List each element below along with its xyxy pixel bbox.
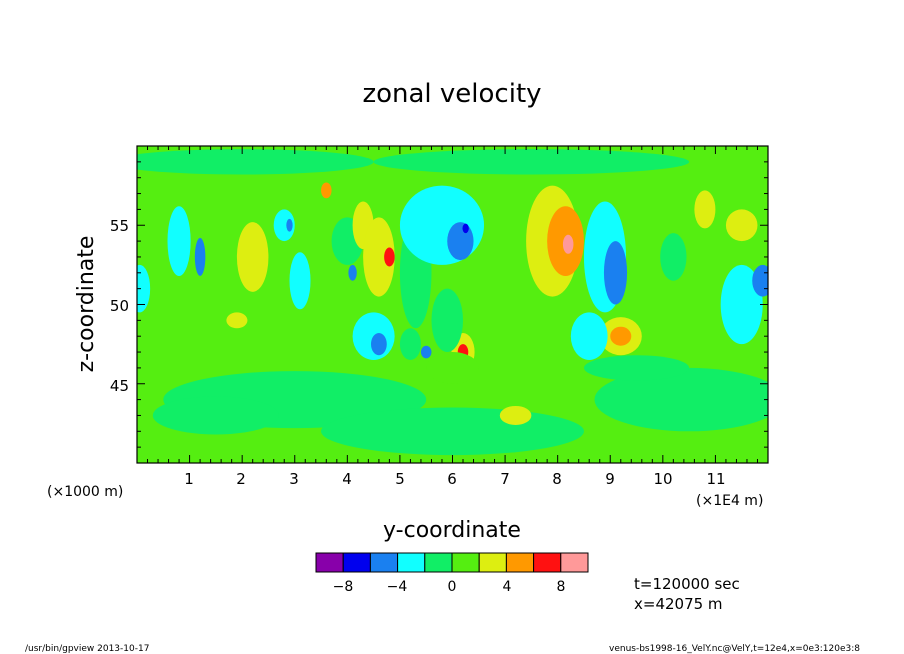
contour-region xyxy=(236,222,269,292)
contour-region xyxy=(226,312,248,329)
y-tick-label: 45 xyxy=(110,377,129,395)
colorbar-swatch xyxy=(533,552,562,573)
contour-region xyxy=(167,206,191,276)
contour-region xyxy=(399,328,421,360)
colorbar-tick-label: 0 xyxy=(448,579,457,595)
contour-region xyxy=(273,209,295,242)
x-tick-label: 6 xyxy=(447,470,457,488)
x-unit-left: (×1000 m) xyxy=(47,484,123,500)
contour-fill xyxy=(137,149,768,456)
contour-region xyxy=(499,405,532,425)
x-unit-right: (×1E4 m) xyxy=(696,493,763,509)
contour-region xyxy=(660,233,687,281)
axis-ticks xyxy=(136,145,769,464)
colorbar-swatch xyxy=(369,552,399,573)
contour-region xyxy=(462,223,469,234)
contour-region xyxy=(137,264,151,313)
x-axis-label: y-coordinate xyxy=(383,518,521,543)
contour-region xyxy=(370,333,387,356)
colorbar-tick-label: 4 xyxy=(503,579,512,595)
contour-region xyxy=(694,190,716,229)
x-tick-label: 8 xyxy=(552,470,562,488)
colorbar-swatch xyxy=(478,552,507,573)
y-tick-label: 55 xyxy=(110,217,129,235)
x-tick-label: 7 xyxy=(500,470,510,488)
colorbar-tick-label: 8 xyxy=(557,579,566,595)
colorbar-swatch xyxy=(505,552,535,573)
contour-region xyxy=(583,355,690,381)
colorbar-swatch xyxy=(315,552,344,573)
position-label: x=42075 m xyxy=(634,595,723,613)
contour-region xyxy=(152,396,279,435)
y-axis: 45 50 55 z-coordinate xyxy=(74,217,129,395)
footer-right: venus-bs1998-16_VelY.nc@VelY,t=12e4,x=0e… xyxy=(609,644,860,654)
contour-region xyxy=(137,149,374,175)
contour-region xyxy=(321,182,332,199)
x-tick-label: 3 xyxy=(289,470,299,488)
contour-region xyxy=(363,217,395,297)
contour-region xyxy=(348,264,357,281)
x-tick-label: 10 xyxy=(653,470,672,488)
plot-area xyxy=(136,145,769,464)
colorbar-tick-label: −4 xyxy=(387,579,408,595)
colorbar-swatch xyxy=(342,552,371,573)
contour-region xyxy=(752,264,768,297)
contour-region xyxy=(725,209,758,242)
colorbar-swatch xyxy=(560,552,589,573)
x-tick-label: 1 xyxy=(184,470,194,488)
contour-region xyxy=(720,264,763,345)
contour-region xyxy=(431,288,464,353)
contour-region xyxy=(426,352,479,384)
y-axis-label: z-coordinate xyxy=(74,236,99,373)
contour-region xyxy=(570,312,608,360)
contour-region xyxy=(594,367,768,432)
x-tick-label: 4 xyxy=(342,470,352,488)
x-tick-label: 5 xyxy=(395,470,405,488)
chart-title: zonal velocity xyxy=(362,79,541,109)
contour-region xyxy=(321,407,584,456)
x-tick-label: 9 xyxy=(605,470,615,488)
y-tick-label: 50 xyxy=(110,297,129,315)
contour-region xyxy=(399,185,485,265)
x-tick-label: 11 xyxy=(706,470,725,488)
contour-region xyxy=(384,247,395,267)
colorbar: −8 −4 0 4 8 xyxy=(315,552,589,595)
colorbar-swatch xyxy=(397,552,426,573)
contour-region xyxy=(610,326,632,346)
contour-region xyxy=(447,222,474,261)
colorbar-swatch xyxy=(424,552,453,573)
x-axis: 1 2 3 4 5 6 7 8 9 10 11 (×1000 m) (×1E4 … xyxy=(47,470,763,543)
contour-region xyxy=(603,241,628,305)
contour-region xyxy=(194,237,206,276)
contour-region xyxy=(420,345,432,359)
footer-left: /usr/bin/gpview 2013-10-17 xyxy=(25,644,149,654)
colorbar-swatch xyxy=(451,552,480,573)
x-tick-label: 2 xyxy=(236,470,246,488)
colorbar-tick-label: −8 xyxy=(333,579,354,595)
time-label: t=120000 sec xyxy=(634,575,740,593)
contour-region xyxy=(289,252,311,310)
contour-region xyxy=(562,234,574,254)
contour-region xyxy=(373,149,690,175)
contour-region xyxy=(286,218,293,232)
